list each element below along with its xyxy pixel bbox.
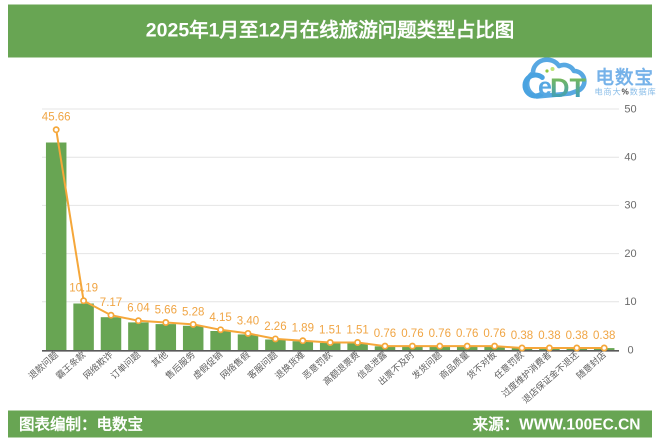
svg-text:10.19: 10.19: [69, 283, 98, 295]
svg-text:6.04: 6.04: [127, 303, 150, 315]
svg-text:来源：WWW.100EC.CN: 来源：WWW.100EC.CN: [472, 415, 641, 434]
svg-text:DT: DT: [550, 73, 586, 103]
svg-text:0.76: 0.76: [429, 328, 451, 340]
svg-text:0.76: 0.76: [456, 328, 478, 340]
svg-text:3.40: 3.40: [237, 315, 259, 327]
svg-text:0.76: 0.76: [374, 328, 396, 340]
svg-text:1.51: 1.51: [346, 325, 368, 337]
svg-text:1.51: 1.51: [319, 325, 341, 337]
svg-text:0.38: 0.38: [593, 330, 615, 342]
svg-text:4.15: 4.15: [209, 312, 231, 324]
svg-text:2.26: 2.26: [264, 321, 286, 333]
svg-text:20: 20: [624, 248, 636, 260]
svg-text:图表编制：电数宝: 图表编制：电数宝: [19, 415, 143, 434]
svg-text:5.66: 5.66: [155, 305, 177, 317]
svg-text:45.66: 45.66: [42, 112, 71, 124]
svg-text:1.89: 1.89: [292, 323, 314, 335]
svg-text:10: 10: [624, 296, 636, 308]
svg-text:5.28: 5.28: [182, 306, 204, 318]
svg-text:电商大%数据库: 电商大%数据库: [595, 87, 657, 97]
svg-text:0.38: 0.38: [511, 330, 533, 342]
svg-text:0.76: 0.76: [483, 328, 505, 340]
svg-text:7.17: 7.17: [100, 297, 122, 309]
svg-text:e: e: [538, 73, 552, 101]
svg-text:30: 30: [624, 200, 636, 212]
svg-text:2025年1月至12月在线旅游问题类型占比图: 2025年1月至12月在线旅游问题类型占比图: [146, 19, 514, 42]
svg-text:0: 0: [627, 344, 633, 356]
svg-text:0.76: 0.76: [401, 328, 423, 340]
svg-text:0.38: 0.38: [538, 330, 560, 342]
svg-text:0.38: 0.38: [566, 330, 588, 342]
svg-text:50: 50: [624, 103, 636, 115]
svg-text:40: 40: [624, 152, 636, 164]
svg-text:电数宝: 电数宝: [596, 67, 655, 88]
